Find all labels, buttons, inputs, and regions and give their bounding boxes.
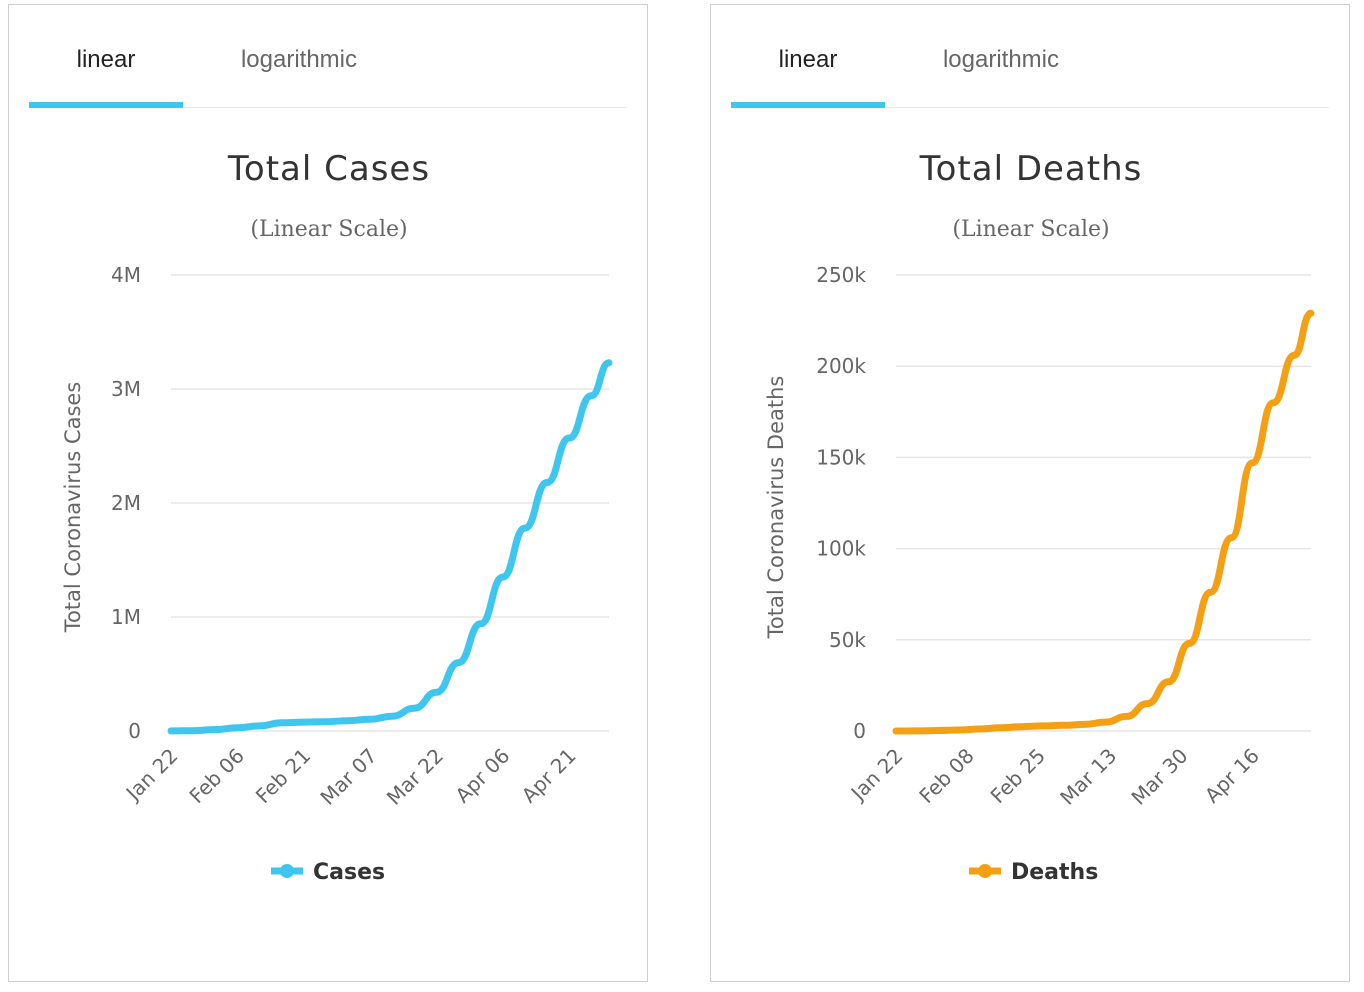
y-tick-label: 0	[853, 719, 866, 743]
y-tick-label: 100k	[816, 537, 866, 561]
x-tick-label: Apr 21	[517, 744, 581, 808]
cases-scale-tabs: linear logarithmic	[29, 5, 627, 108]
x-tick-label: Jan 22	[845, 744, 908, 807]
x-tick-label: Apr 06	[450, 744, 514, 808]
cases-chart: Total Cases (Linear Scale) Total Coronav…	[61, 149, 613, 885]
x-tick-label: Feb 08	[914, 744, 979, 809]
deaths-scale-tabs: linear logarithmic	[731, 5, 1329, 108]
deaths-chart-panel: linear logarithmic Total Deaths (Linear …	[710, 4, 1350, 982]
series-line-cases[interactable]	[167, 359, 613, 735]
x-tick-label: Feb 06	[184, 744, 249, 809]
x-tick-label: Apr 16	[1200, 744, 1264, 808]
deaths-active-tab-indicator	[731, 102, 885, 108]
y-tick-label: 200k	[816, 354, 866, 378]
series-line-deaths[interactable]	[892, 309, 1315, 735]
legend-deaths-swatch-dot	[978, 864, 992, 878]
x-tick-label: Jan 22	[120, 744, 183, 807]
y-tick-label: 250k	[816, 263, 866, 287]
y-tick-label: 4M	[111, 263, 141, 287]
x-tick-label: Mar 30	[1126, 744, 1192, 810]
y-tick-label: 150k	[816, 445, 866, 469]
legend-deaths-label: Deaths	[1011, 860, 1098, 885]
chart-subtitle: (Linear Scale)	[250, 217, 407, 242]
legend-cases-label: Cases	[313, 860, 385, 885]
y-axis-label: Total Coronavirus Cases	[61, 382, 85, 634]
x-tick-label: Feb 25	[986, 744, 1051, 809]
y-tick-label: 1M	[111, 605, 141, 629]
x-tick-label: Mar 07	[315, 744, 381, 810]
chart-title: Total Deaths	[919, 149, 1143, 189]
deaths-chart: Total Deaths (Linear Scale) Total Corona…	[764, 149, 1315, 885]
x-tick-label: Mar 22	[382, 744, 448, 810]
cases-tab-linear[interactable]: linear	[76, 46, 136, 73]
y-tick-label: 0	[128, 719, 141, 743]
legend[interactable]: Cases	[271, 860, 385, 885]
x-tick-label: Feb 21	[251, 744, 316, 809]
deaths-tab-linear[interactable]: linear	[778, 46, 838, 73]
chart-subtitle: (Linear Scale)	[952, 217, 1109, 242]
legend[interactable]: Deaths	[969, 860, 1098, 885]
y-tick-label: 3M	[111, 377, 141, 401]
y-axis-label: Total Coronavirus Deaths	[764, 376, 788, 640]
y-tick-label: 2M	[111, 491, 141, 515]
cases-tab-logarithmic[interactable]: logarithmic	[240, 46, 358, 73]
cases-active-tab-indicator	[29, 102, 183, 108]
x-tick-label: Mar 13	[1055, 744, 1121, 810]
chart-title: Total Cases	[227, 149, 430, 189]
legend-cases-swatch-dot	[280, 864, 294, 878]
y-tick-label: 50k	[829, 628, 866, 652]
cases-chart-panel: linear logarithmic Total Cases (Linear S…	[8, 4, 648, 982]
deaths-tab-logarithmic[interactable]: logarithmic	[942, 46, 1060, 73]
